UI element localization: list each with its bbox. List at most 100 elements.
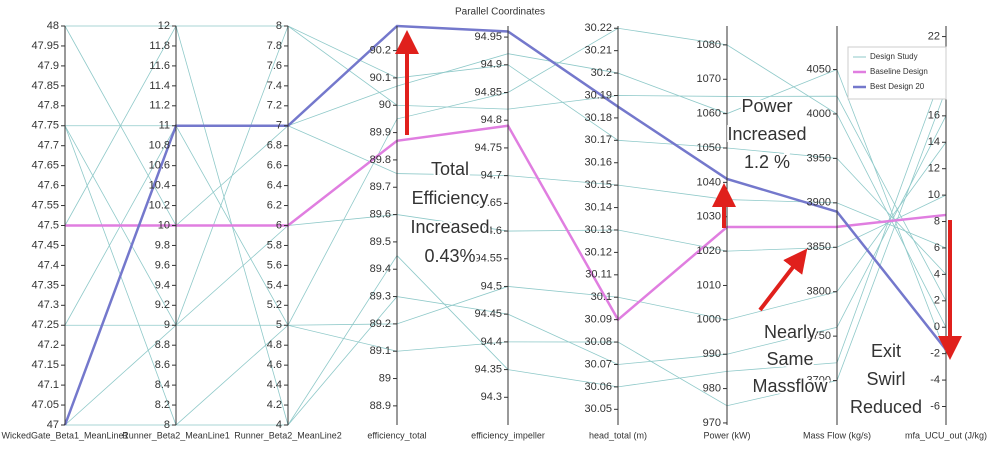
- y-tick-label: 47.85: [31, 80, 59, 92]
- y-tick-label: 94.65: [474, 197, 502, 209]
- y-tick-label: 9.4: [155, 279, 170, 291]
- y-tick-label: 6: [276, 219, 282, 231]
- y-tick-label: 30.06: [584, 381, 612, 393]
- y-tick-label: 4000: [807, 108, 831, 120]
- y-tick-label: 9.6: [155, 259, 170, 271]
- annotation: Nearly: [764, 322, 816, 342]
- y-tick-label: 8: [934, 215, 940, 227]
- y-tick-label: 30.16: [584, 157, 612, 169]
- y-tick-label: 11.8: [149, 40, 170, 52]
- axes: 4747.0547.147.1547.247.2547.347.3547.447…: [1, 20, 987, 440]
- y-tick-label: 3900: [807, 197, 831, 209]
- arrows: [395, 30, 962, 360]
- annotation: Massflow: [752, 376, 828, 396]
- y-tick-label: 90.1: [370, 72, 391, 84]
- y-tick-label: 94.35: [474, 363, 502, 375]
- y-tick-label: 8.2: [155, 399, 170, 411]
- y-tick-label: 94.3: [481, 391, 502, 403]
- y-tick-label: 3800: [807, 286, 831, 298]
- y-tick-label: 4050: [807, 63, 831, 75]
- y-tick-label: 1050: [697, 142, 721, 154]
- y-tick-label: 89.1: [370, 345, 391, 357]
- chart-title: Parallel Coordinates: [455, 7, 545, 18]
- y-tick-label: 48: [47, 20, 59, 32]
- axis-label: Runner_Beta2_MeanLine1: [122, 430, 230, 440]
- y-tick-label: 47.25: [31, 319, 59, 331]
- y-tick-label: 94.6: [481, 225, 502, 237]
- y-tick-label: 47.75: [31, 120, 59, 132]
- y-tick-label: 47.6: [38, 180, 59, 192]
- y-tick-label: 89.8: [370, 154, 391, 166]
- y-tick-label: 94.55: [474, 253, 502, 265]
- y-tick-label: 30.08: [584, 336, 612, 348]
- y-tick-label: 11.4: [149, 80, 170, 92]
- y-tick-label: 47.15: [31, 359, 59, 371]
- y-tick-label: -2: [930, 348, 940, 360]
- y-tick-label: 30.12: [584, 246, 612, 258]
- y-tick-label: 89.6: [370, 208, 391, 220]
- y-tick-label: 10: [928, 189, 940, 201]
- y-tick-label: 4.6: [267, 359, 282, 371]
- y-tick-label: 1010: [697, 279, 721, 291]
- annotation: Reduced: [850, 397, 922, 417]
- y-tick-label: 2: [934, 295, 940, 307]
- axis-label: head_total (m): [589, 430, 647, 440]
- y-tick-label: 30.21: [584, 45, 612, 57]
- y-tick-label: 11.2: [149, 100, 170, 112]
- y-tick-label: 89.7: [370, 181, 391, 193]
- y-tick-label: 89.4: [370, 263, 391, 275]
- axis-label: efficiency_total: [367, 430, 426, 440]
- y-tick-label: 10.2: [149, 199, 170, 211]
- axis-label: WickedGate_Beta1_MeanLine1: [1, 430, 128, 440]
- y-tick-label: 980: [703, 382, 721, 394]
- y-tick-label: 10.6: [149, 160, 170, 172]
- y-tick-label: 12: [928, 163, 940, 175]
- y-tick-label: 4: [934, 268, 940, 280]
- y-tick-label: 12: [158, 20, 170, 32]
- y-tick-label: 4: [276, 419, 282, 431]
- y-tick-label: 89: [379, 372, 391, 384]
- y-tick-label: 9.2: [155, 299, 170, 311]
- y-tick-label: 47.4: [38, 259, 59, 271]
- annotation: Efficiency: [412, 188, 489, 208]
- y-tick-label: -6: [930, 400, 940, 412]
- y-tick-label: 94.8: [481, 114, 502, 126]
- y-tick-label: 47.55: [31, 199, 59, 211]
- y-tick-label: 1080: [697, 39, 721, 51]
- y-tick-label: 1040: [697, 176, 721, 188]
- y-tick-label: 1000: [697, 314, 721, 326]
- y-tick-label: 970: [703, 417, 721, 429]
- y-tick-label: -4: [930, 374, 940, 386]
- y-tick-label: 4.4: [267, 379, 282, 391]
- y-tick-label: 90.2: [370, 45, 391, 57]
- study-line: [64, 25, 947, 249]
- y-tick-label: 6.6: [267, 160, 282, 172]
- y-tick-label: 88.9: [370, 400, 391, 412]
- y-tick-label: 30.1: [591, 291, 612, 303]
- annotation: 0.43%: [424, 246, 475, 266]
- annotation: Total: [431, 159, 469, 179]
- y-tick-label: 47.7: [38, 140, 59, 152]
- y-tick-label: 90: [379, 99, 391, 111]
- y-tick-label: 30.22: [584, 22, 612, 34]
- annotation: 1.2 %: [744, 152, 790, 172]
- y-tick-label: 30.19: [584, 89, 612, 101]
- y-tick-label: 89.2: [370, 318, 391, 330]
- y-tick-label: 4.8: [267, 339, 282, 351]
- y-tick-label: 47.5: [38, 219, 59, 231]
- y-tick-label: 94.5: [481, 280, 502, 292]
- axis-label: Runner_Beta2_MeanLine2: [234, 430, 342, 440]
- legend-label: Baseline Design: [870, 67, 928, 76]
- y-tick-label: 1060: [697, 108, 721, 120]
- y-tick-label: 9: [164, 319, 170, 331]
- lines: [63, 24, 947, 426]
- y-tick-label: 30.11: [585, 269, 612, 281]
- y-tick-label: 94.9: [481, 59, 502, 71]
- y-tick-label: 22: [928, 30, 940, 42]
- y-tick-label: 0: [934, 321, 940, 333]
- y-tick-label: 5: [276, 319, 282, 331]
- y-tick-label: 7.4: [267, 80, 282, 92]
- y-tick-label: 11: [159, 120, 170, 132]
- y-tick-label: 14: [928, 136, 940, 148]
